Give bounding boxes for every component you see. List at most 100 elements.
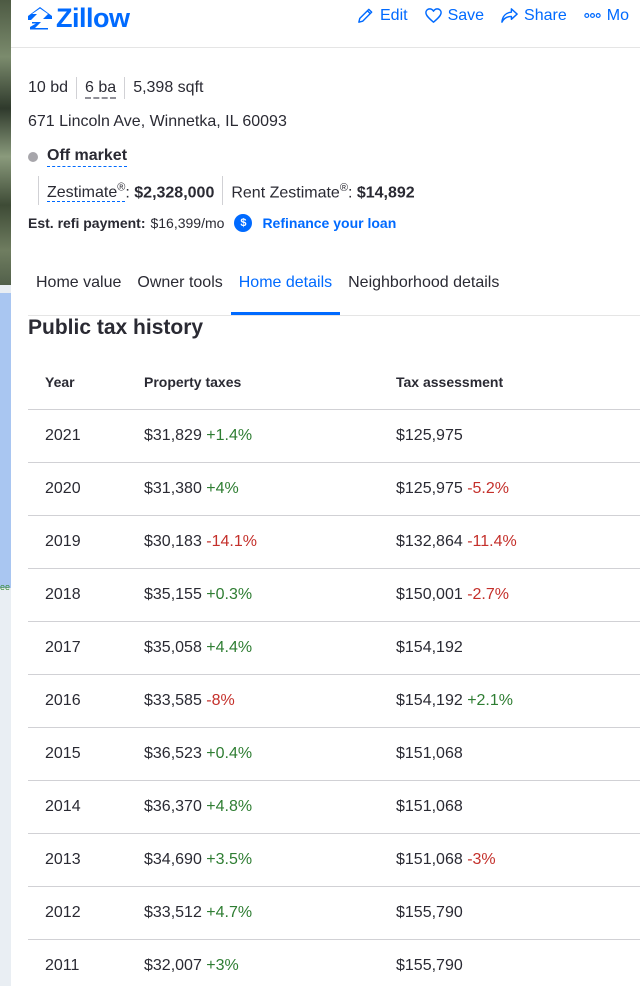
- property-tax-value: $36,523: [144, 744, 202, 762]
- tab-home-details[interactable]: Home details: [230, 262, 341, 315]
- cell-year: 2015: [28, 727, 144, 781]
- edit-button[interactable]: Edit: [356, 6, 408, 25]
- top-bar: Zillow Edit Save Share Mo: [11, 0, 640, 48]
- cell-year: 2014: [28, 780, 144, 834]
- assessment-value: $132,864: [396, 532, 463, 550]
- rent-zestimate: Rent Zestimate®: $14,892: [222, 176, 422, 206]
- assessment-value: $125,975: [396, 426, 463, 444]
- property-tax-value: $33,585: [144, 691, 202, 709]
- more-label: Mo: [606, 6, 629, 24]
- assessment-change: -3%: [467, 850, 496, 868]
- assessment-value: $151,068: [396, 797, 463, 815]
- table-row: 2019 $30,183 -14.1% $132,864 -11.4%: [28, 515, 640, 569]
- assessment-value: $155,790: [396, 956, 463, 974]
- cell-property-tax: $35,058 +4.4%: [144, 621, 396, 675]
- assessment-value: $154,192: [396, 638, 463, 656]
- property-tax-change: -14.1%: [206, 532, 257, 550]
- table-row: 2014 $36,370 +4.8% $151,068: [28, 780, 640, 834]
- cell-year: 2013: [28, 833, 144, 887]
- rent-zestimate-value: $14,892: [356, 184, 415, 202]
- status-dot-icon: [28, 152, 38, 162]
- table-row: 2011 $32,007 +3% $155,790: [28, 939, 640, 986]
- property-tax-value: $35,058: [144, 638, 202, 656]
- tab-neighborhood-details[interactable]: Neighborhood details: [348, 274, 500, 291]
- rent-zestimate-label: Rent Zestimate: [231, 184, 340, 202]
- property-tax-change: +4.4%: [206, 638, 253, 656]
- cell-property-tax: $34,690 +3.5%: [144, 833, 396, 887]
- edit-label: Edit: [380, 6, 408, 24]
- registered-mark: ®: [339, 182, 348, 194]
- share-label: Share: [524, 6, 567, 24]
- zillow-logo[interactable]: Zillow: [27, 2, 130, 34]
- property-tax-change: -8%: [206, 691, 235, 709]
- cell-tax-assessment: $151,068: [396, 727, 640, 781]
- property-tax-value: $31,829: [144, 426, 202, 444]
- property-tax-value: $34,690: [144, 850, 202, 868]
- property-tax-value: $33,512: [144, 903, 202, 921]
- cell-tax-assessment: $151,068: [396, 780, 640, 834]
- section-title: Public tax history: [28, 316, 204, 339]
- tab-home-value[interactable]: Home value: [36, 274, 122, 291]
- cell-property-tax: $33,512 +4.7%: [144, 886, 396, 940]
- pencil-icon: [358, 8, 373, 23]
- address: 671 Lincoln Ave, Winnetka, IL 60093: [28, 113, 287, 130]
- cell-property-tax: $32,007 +3%: [144, 939, 396, 986]
- assessment-change: -11.4%: [467, 532, 517, 550]
- zestimate-label: Zestimate: [47, 184, 118, 202]
- status-badge: Off market: [28, 147, 128, 167]
- cell-tax-assessment: $150,001 -2.7%: [396, 568, 640, 622]
- more-button[interactable]: Mo: [583, 6, 629, 25]
- property-tax-value: $36,370: [144, 797, 202, 815]
- cell-year: 2018: [28, 568, 144, 622]
- cell-tax-assessment: $132,864 -11.4%: [396, 515, 640, 569]
- cell-property-tax: $30,183 -14.1%: [144, 515, 396, 569]
- status-label[interactable]: Off market: [47, 147, 128, 167]
- save-button[interactable]: Save: [424, 6, 484, 25]
- cell-tax-assessment: $155,790: [396, 886, 640, 940]
- share-arrow-icon: [501, 8, 518, 23]
- table-body: 2021 $31,829 +1.4% $125,975 2020 $31,380 +4…: [28, 409, 640, 986]
- cell-property-tax: $35,155 +0.3%: [144, 568, 396, 622]
- zestimate-value: $2,328,000: [134, 184, 215, 202]
- refinance-link[interactable]: Refinance your loan: [262, 215, 397, 231]
- cell-tax-assessment: $154,192 +2.1%: [396, 674, 640, 728]
- cell-tax-assessment: $125,975: [396, 409, 640, 463]
- assessment-value: $155,790: [396, 903, 463, 921]
- cell-year: 2019: [28, 515, 144, 569]
- cell-tax-assessment: $151,068 -3%: [396, 833, 640, 887]
- registered-mark: ®: [117, 182, 126, 194]
- assessment-change: -5.2%: [467, 479, 509, 497]
- property-tax-change: +4.8%: [206, 797, 253, 815]
- assessment-value: $150,001: [396, 585, 463, 603]
- header-actions: Edit Save Share Mo: [356, 6, 629, 25]
- share-button[interactable]: Share: [500, 6, 567, 25]
- property-tax-change: +1.4%: [206, 426, 253, 444]
- table-row: 2015 $36,523 +0.4% $151,068: [28, 727, 640, 781]
- map-area: [0, 293, 11, 588]
- assessment-value: $154,192: [396, 691, 463, 709]
- cell-year: 2021: [28, 409, 144, 463]
- cell-property-tax: $33,585 -8%: [144, 674, 396, 728]
- property-photo-edge: [0, 0, 11, 285]
- map-edge[interactable]: ee: [0, 0, 11, 986]
- cell-year: 2017: [28, 621, 144, 675]
- cell-year: 2016: [28, 674, 144, 728]
- home-facts: 10 bd 6 ba 5,398 sqft: [28, 77, 211, 99]
- assessment-value: $151,068: [396, 744, 463, 762]
- assessment-change: +2.1%: [467, 691, 513, 709]
- property-tax-change: +0.4%: [206, 744, 253, 762]
- cell-year: 2020: [28, 462, 144, 516]
- tab-owner-tools[interactable]: Owner tools: [137, 274, 223, 291]
- property-tax-value: $30,183: [144, 532, 202, 550]
- section-tabs: Home value Owner tools Home details Neig…: [28, 262, 640, 316]
- property-tax-value: $32,007: [144, 956, 202, 974]
- table-row: 2017 $35,058 +4.4% $154,192: [28, 621, 640, 675]
- assessment-change: -2.7%: [467, 585, 509, 603]
- zillow-logo-icon: [28, 7, 52, 30]
- baths[interactable]: 6 ba: [76, 77, 124, 99]
- zestimate-link[interactable]: Zestimate®: [47, 182, 126, 203]
- zestimates: Zestimate®: $2,328,000 Rent Zestimate®: …: [38, 176, 423, 206]
- logo-text: Zillow: [56, 2, 130, 33]
- cell-property-tax: $36,523 +0.4%: [144, 727, 396, 781]
- property-tax-change: +3%: [206, 956, 239, 974]
